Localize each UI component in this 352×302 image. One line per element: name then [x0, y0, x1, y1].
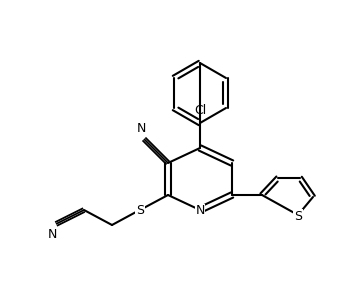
Text: N: N	[47, 228, 57, 241]
Text: Cl: Cl	[194, 104, 206, 117]
Text: N: N	[195, 204, 205, 217]
Text: S: S	[136, 204, 144, 217]
Text: N: N	[136, 122, 146, 135]
Text: S: S	[294, 210, 302, 223]
